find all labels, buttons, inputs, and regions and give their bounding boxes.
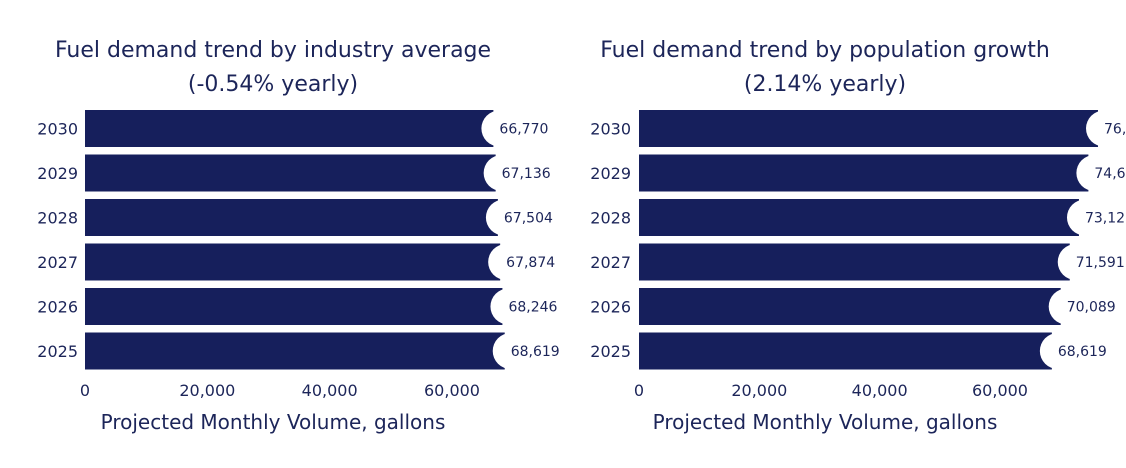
bar-2028 (639, 199, 1079, 236)
category-label-2027: 2027 (590, 253, 631, 272)
value-label-bg (488, 244, 579, 280)
value-label-bg (483, 155, 574, 191)
x-tick-label: 40,000 (852, 381, 908, 400)
category-label-2028: 2028 (37, 209, 78, 228)
category-label-2030: 2030 (590, 120, 631, 139)
value-label-bg (1057, 244, 1126, 280)
value-label-2025: 68,619 (1058, 344, 1107, 360)
value-label-bg (1066, 199, 1126, 236)
value-label-2029: 67,136 (502, 166, 551, 182)
x-tick-label: 0 (634, 381, 644, 400)
value-label-2026: 68,246 (508, 300, 557, 316)
category-label-2027: 2027 (37, 253, 78, 272)
x-axis-label: Projected Monthly Volume, gallons (101, 410, 446, 434)
category-label-2029: 2029 (590, 164, 631, 183)
bar-2025 (85, 332, 505, 370)
bar-2030 (639, 110, 1099, 147)
category-label-2026: 2026 (590, 298, 631, 317)
value-label-2025: 68,619 (511, 344, 560, 360)
category-label-2030: 2030 (37, 120, 78, 139)
value-label-2027: 67,874 (506, 255, 555, 271)
value-label-bg (1086, 110, 1126, 147)
value-label-bg (490, 288, 581, 325)
value-label-2028: 67,504 (504, 211, 553, 227)
category-label-2028: 2028 (590, 209, 631, 228)
value-label-bg (481, 110, 572, 147)
chart-industry-average: Fuel demand trend by industry average (-… (37, 38, 583, 434)
value-label-bg (485, 199, 576, 236)
chart-title-line1: Fuel demand trend by industry average (55, 38, 491, 63)
x-tick-label: 40,000 (302, 381, 358, 400)
x-tick-label: 60,000 (972, 381, 1028, 400)
bar-2025 (639, 332, 1052, 370)
value-label-2028: 73,125 (1085, 211, 1126, 227)
x-tick-label: 20,000 (731, 381, 787, 400)
category-label-2026: 2026 (37, 298, 78, 317)
bar-2026 (639, 288, 1061, 325)
bar-2027 (85, 243, 501, 281)
bar-2029 (639, 154, 1089, 192)
category-label-2025: 2025 (590, 342, 631, 361)
bar-2027 (639, 243, 1070, 281)
value-label-2026: 70,089 (1067, 300, 1116, 316)
chart-title-line2: (2.14% yearly) (744, 72, 906, 97)
bar-2029 (85, 154, 496, 192)
value-label-bg (492, 333, 583, 369)
value-label-2029: 74,691 (1094, 166, 1126, 182)
x-tick-label: 20,000 (179, 381, 235, 400)
value-label-bg (1076, 155, 1126, 191)
chart-population-growth: Fuel demand trend by population growth (… (590, 38, 1126, 434)
value-label-2027: 71,591 (1076, 255, 1125, 271)
x-tick-label: 60,000 (424, 381, 480, 400)
value-label-bg (1039, 333, 1126, 369)
bar-2026 (85, 288, 503, 325)
x-tick-label: 0 (80, 381, 90, 400)
x-axis-label: Projected Monthly Volume, gallons (653, 410, 998, 434)
bar-2028 (85, 199, 498, 236)
chart-title-line2: (-0.54% yearly) (188, 72, 358, 97)
chart-title-line1: Fuel demand trend by population growth (600, 38, 1050, 63)
value-label-2030: 76,291 (1104, 122, 1126, 138)
value-label-bg (1048, 288, 1126, 325)
value-label-2030: 66,770 (499, 122, 548, 138)
category-label-2025: 2025 (37, 342, 78, 361)
category-label-2029: 2029 (37, 164, 78, 183)
bar-2030 (85, 110, 494, 147)
